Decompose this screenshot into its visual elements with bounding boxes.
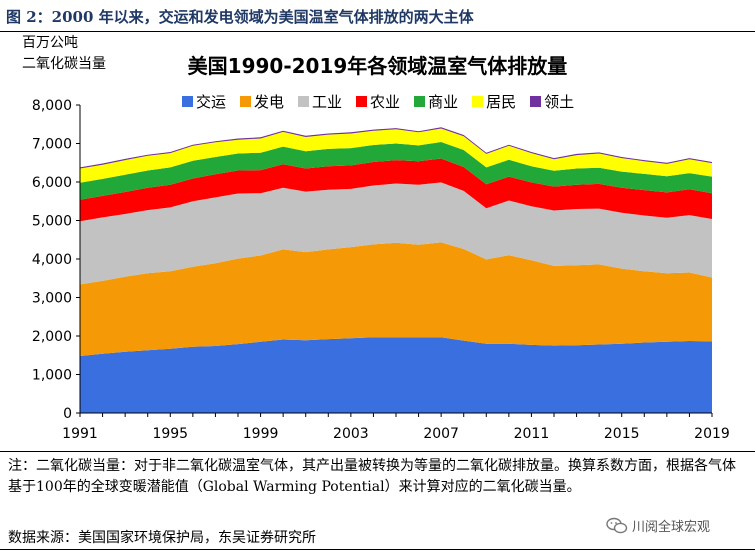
legend-item-4: 农业 <box>356 92 401 111</box>
y-unit-line-2: 二氧化碳当量 <box>22 56 106 72</box>
legend-item-2: 发电 <box>240 92 285 111</box>
chart-title: 美国1990-2019年各领域温室气体排放量 <box>187 54 568 78</box>
series-area-4 <box>80 158 712 222</box>
y-tick-label: 6,000 <box>32 175 72 191</box>
legend-item-5: 商业 <box>414 92 459 111</box>
series-area-5 <box>80 142 712 200</box>
legend-swatch <box>414 95 426 107</box>
legend-swatch <box>240 95 252 107</box>
chart-note: 注：二氧化碳当量：对于非二氧化碳温室气体，其产出量被转换为等量的二氧化碳排放量。… <box>8 458 736 495</box>
legend-label: 工业 <box>312 92 343 111</box>
legend-label: 商业 <box>428 92 459 111</box>
series-areas <box>80 127 712 413</box>
top-rule <box>0 31 755 32</box>
data-source: 数据来源：美国国家环境保护局，东吴证券研究所 <box>8 530 316 546</box>
y-tick-label: 0 <box>63 406 72 422</box>
y-tick-label: 2,000 <box>32 329 72 345</box>
legend-swatch <box>530 95 542 107</box>
middle-rule <box>0 451 755 452</box>
y-tick-label: 3,000 <box>32 291 72 307</box>
legend-swatch <box>298 95 310 107</box>
wechat-icon <box>606 517 628 533</box>
legend-item-3: 工业 <box>298 92 343 111</box>
legend-item-1: 交运 <box>182 92 227 111</box>
x-tick-label: 2015 <box>604 426 640 442</box>
series-area-1 <box>80 337 712 413</box>
x-tick-label: 2003 <box>333 426 369 442</box>
y-unit-line-1: 百万公吨 <box>22 35 78 51</box>
bottom-rule <box>0 549 755 550</box>
x-tick-label: 2007 <box>423 426 459 442</box>
figure-title: 图 2：2000 年以来，交运和发电领域为美国温室气体排放的两大主体 <box>6 8 474 26</box>
legend-label: 交运 <box>196 92 227 111</box>
watermark: 川阅全球宏观 <box>606 516 710 535</box>
x-tick-label: 1999 <box>243 426 279 442</box>
watermark-text: 川阅全球宏观 <box>632 520 711 535</box>
legend-swatch <box>356 95 368 107</box>
legend-swatch <box>472 95 484 107</box>
legend-item-6: 居民 <box>472 92 517 111</box>
legend-item-7: 领土 <box>530 92 575 111</box>
y-tick-label: 5,000 <box>32 214 72 230</box>
series-area-2 <box>80 242 712 356</box>
legend-label: 农业 <box>370 92 401 111</box>
y-tick-label: 8,000 <box>32 98 72 114</box>
legend-label: 居民 <box>486 92 517 111</box>
x-tick-label: 1991 <box>62 426 98 442</box>
legend-label: 发电 <box>254 92 285 111</box>
y-tick-label: 7,000 <box>32 137 72 153</box>
x-tick-label: 2019 <box>694 426 730 442</box>
series-area-7 <box>80 127 712 169</box>
legend-label: 领土 <box>544 92 575 111</box>
chart-plot: 0 1,000 2,000 3,000 4,000 5,000 6,000 7,000 8,00… <box>32 98 730 442</box>
x-tick-label: 1995 <box>152 426 188 442</box>
legend-swatch <box>182 95 193 107</box>
chart-axes: 0 1,000 2,000 3,000 4,000 5,000 6,000 7,000 8,00… <box>32 98 730 442</box>
y-tick-label: 4,000 <box>32 252 72 268</box>
series-area-6 <box>80 128 712 183</box>
y-tick-label: 1,000 <box>32 368 72 384</box>
x-tick-label: 2011 <box>514 426 550 442</box>
chart-legend: 交运 发电 工业 农业 商业 居民 领土 <box>182 92 575 111</box>
series-area-3 <box>80 182 712 285</box>
